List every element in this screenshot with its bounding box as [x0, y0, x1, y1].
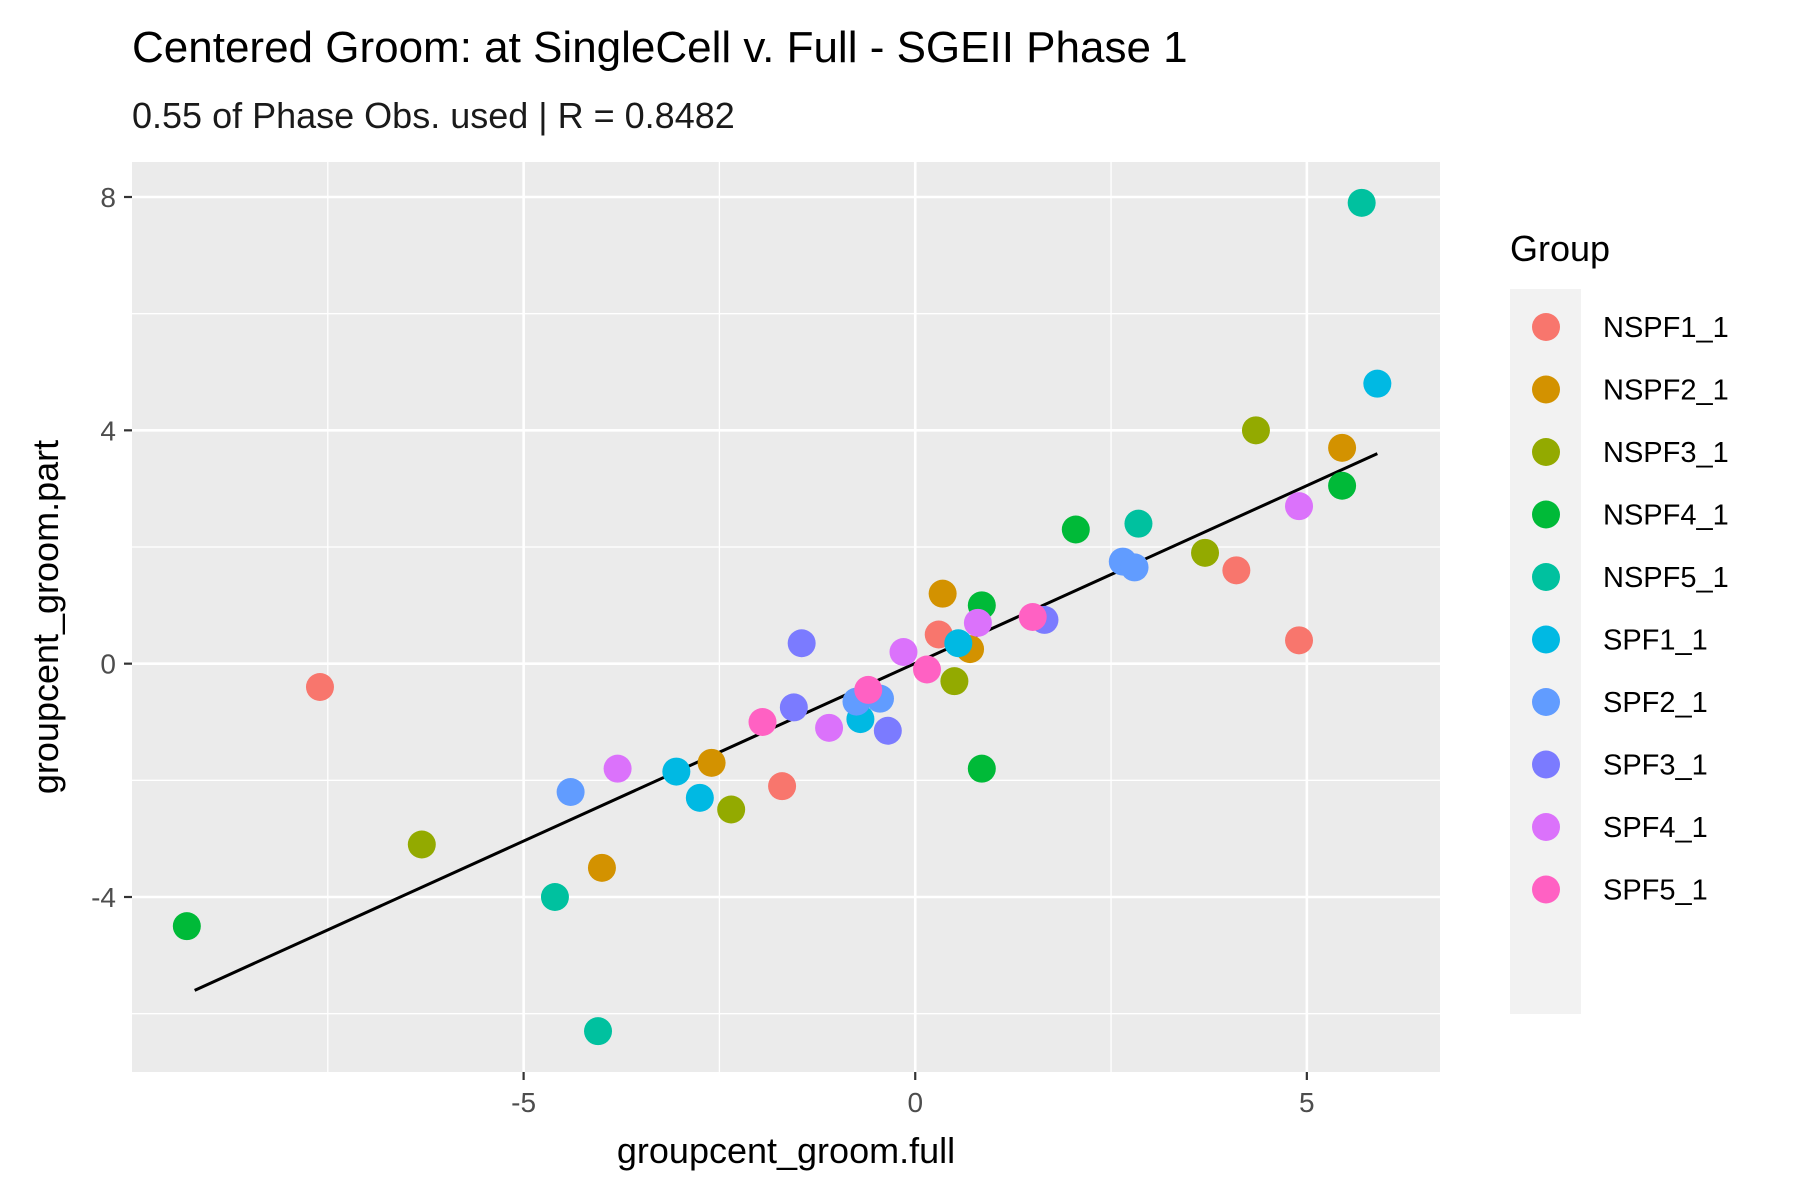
point-nspf3-1 [1241, 416, 1270, 445]
legend-key-spf4-1 [1532, 813, 1560, 841]
fit-line-layer [194, 452, 1378, 992]
legend-label-nspf2-1: NSPF2_1 [1603, 375, 1729, 407]
point-spf5-1 [912, 655, 941, 684]
legend-label-spf1-1: SPF1_1 [1603, 625, 1708, 657]
point-nspf1-1 [1222, 556, 1251, 585]
points-layer [172, 188, 1392, 1046]
point-nspf1-1 [1285, 626, 1314, 655]
legend: Group NSPF1_1 NSPF2_1 NSPF3_1 NSPF4_1 NSPF5_… [1510, 228, 1729, 1014]
point-spf3-1 [787, 629, 816, 658]
point-nspf4-1 [967, 754, 996, 783]
point-spf4-1 [889, 638, 918, 666]
point-spf5-1 [748, 708, 777, 736]
point-nspf5-1 [540, 883, 569, 911]
point-nspf4-1 [172, 912, 201, 941]
y-tick-label: 4 [100, 415, 116, 446]
regression-line [194, 452, 1378, 992]
legend-label-spf2-1: SPF2_1 [1603, 687, 1708, 719]
point-nspf5-1 [584, 1017, 613, 1046]
point-spf3-1 [779, 693, 808, 722]
point-nspf3-1 [1191, 538, 1220, 567]
point-spf4-1 [603, 754, 632, 783]
point-spf4-1 [1285, 492, 1314, 521]
point-nspf2-1 [697, 748, 726, 777]
legend-key-nspf5-1 [1532, 563, 1560, 591]
point-nspf2-1 [928, 579, 957, 608]
legend-key-nspf4-1 [1532, 500, 1560, 529]
point-nspf3-1 [717, 795, 746, 824]
minor-gridlines [132, 162, 1440, 1072]
point-spf1-1 [685, 783, 714, 812]
x-axis: -5 0 5 [511, 1072, 1315, 1118]
legend-key-nspf3-1 [1532, 438, 1560, 466]
point-spf1-1 [1363, 369, 1392, 398]
x-tick-label: 0 [907, 1087, 923, 1118]
point-nspf4-1 [1061, 515, 1090, 544]
point-spf3-1 [873, 716, 902, 745]
point-nspf4-1 [1328, 471, 1357, 500]
legend-items: NSPF1_1 NSPF2_1 NSPF3_1 NSPF4_1 NSPF5_1 SPF1_… [1532, 312, 1729, 907]
legend-key-spf1-1 [1532, 625, 1560, 654]
point-nspf1-1 [305, 673, 334, 701]
point-nspf3-1 [940, 667, 969, 696]
legend-label-nspf3-1: NSPF3_1 [1603, 437, 1729, 469]
point-spf2-1 [1120, 553, 1149, 582]
point-nspf5-1 [1347, 188, 1376, 217]
point-spf1-1 [944, 629, 973, 658]
y-tick-label: 8 [100, 182, 116, 213]
point-spf4-1 [815, 713, 844, 742]
legend-label-spf5-1: SPF5_1 [1603, 875, 1708, 907]
legend-key-nspf2-1 [1532, 375, 1560, 404]
major-gridlines [132, 162, 1440, 1072]
point-nspf3-1 [407, 830, 436, 859]
point-nspf2-1 [587, 853, 616, 882]
x-axis-title: groupcent_groom.full [617, 1130, 955, 1171]
point-nspf2-1 [1328, 433, 1357, 462]
x-tick-label: 5 [1299, 1087, 1315, 1118]
y-tick-label: -4 [91, 882, 116, 913]
legend-label-nspf5-1: NSPF5_1 [1603, 562, 1729, 594]
legend-label-nspf1-1: NSPF1_1 [1603, 312, 1729, 344]
chart-subtitle: 0.55 of Phase Obs. used | R = 0.8482 [132, 95, 735, 136]
y-tick-label: 0 [100, 649, 116, 680]
chart-title: Centered Groom: at SingleCell v. Full - … [132, 23, 1188, 72]
point-nspf1-1 [768, 772, 797, 801]
legend-key-nspf1-1 [1532, 313, 1560, 341]
point-spf2-1 [556, 778, 585, 806]
legend-label-spf3-1: SPF3_1 [1603, 750, 1708, 782]
y-axis-title: groupcent_groom.part [25, 440, 66, 794]
point-spf5-1 [854, 675, 883, 704]
legend-title: Group [1510, 228, 1610, 269]
legend-label-spf4-1: SPF4_1 [1603, 812, 1708, 844]
point-spf1-1 [662, 757, 691, 786]
x-tick-label: -5 [511, 1087, 536, 1118]
point-spf5-1 [1018, 603, 1047, 631]
legend-key-spf2-1 [1532, 688, 1560, 716]
legend-key-spf3-1 [1532, 750, 1560, 779]
point-spf4-1 [963, 608, 992, 637]
y-axis: -4 0 4 8 [91, 182, 132, 913]
legend-label-nspf4-1: NSPF4_1 [1603, 500, 1729, 532]
legend-key-spf5-1 [1532, 875, 1560, 904]
point-nspf5-1 [1124, 509, 1153, 538]
